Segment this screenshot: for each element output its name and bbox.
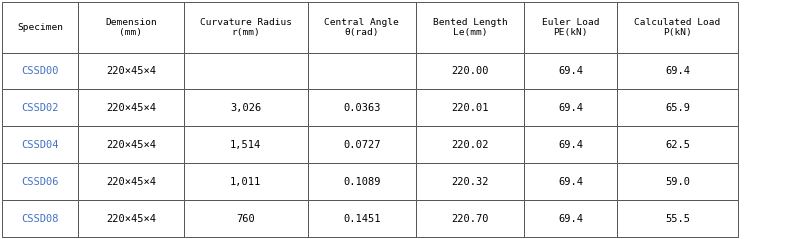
Text: 0.0727: 0.0727 (343, 140, 381, 150)
Text: CSSD06: CSSD06 (21, 177, 59, 187)
Bar (78, 200, 184, 237)
Bar (184, 200, 308, 237)
Bar (524, 126, 617, 163)
Text: 65.9: 65.9 (665, 103, 690, 113)
Text: 55.5: 55.5 (665, 214, 690, 223)
Text: 1,514: 1,514 (230, 140, 262, 150)
Text: 220×45×4: 220×45×4 (106, 66, 156, 76)
Text: 69.4: 69.4 (558, 140, 583, 150)
Bar (308, 2, 416, 53)
Text: 3,026: 3,026 (230, 103, 262, 113)
Text: 0.1451: 0.1451 (343, 214, 381, 223)
Bar (617, 89, 738, 126)
Bar (308, 200, 416, 237)
Bar (2, 53, 78, 89)
Text: Euler Load
PE(kN): Euler Load PE(kN) (541, 17, 599, 37)
Bar (2, 163, 78, 200)
Bar (524, 200, 617, 237)
Text: 62.5: 62.5 (665, 140, 690, 150)
Bar (308, 163, 416, 200)
Text: 220×45×4: 220×45×4 (106, 177, 156, 187)
Text: 220.32: 220.32 (452, 177, 489, 187)
Text: Specimen: Specimen (17, 23, 63, 32)
Bar (2, 89, 78, 126)
Bar (524, 53, 617, 89)
Text: CSSD04: CSSD04 (21, 140, 59, 150)
Text: Demension
(mm): Demension (mm) (105, 17, 157, 37)
Bar (184, 163, 308, 200)
Text: 220.00: 220.00 (452, 66, 489, 76)
Text: 69.4: 69.4 (665, 66, 690, 76)
Text: 760: 760 (236, 214, 255, 223)
Text: 0.0363: 0.0363 (343, 103, 381, 113)
Text: Bented Length
Le(mm): Bented Length Le(mm) (433, 17, 507, 37)
Text: Central Angle
θ(rad): Central Angle θ(rad) (325, 17, 400, 37)
Text: CSSD02: CSSD02 (21, 103, 59, 113)
Bar (2, 2, 78, 53)
Bar (78, 2, 184, 53)
Text: 220.02: 220.02 (452, 140, 489, 150)
Text: Curvature Radius
r(mm): Curvature Radius r(mm) (200, 17, 292, 37)
Bar (524, 89, 617, 126)
Bar (2, 126, 78, 163)
Bar (184, 126, 308, 163)
Bar (617, 2, 738, 53)
Bar (184, 89, 308, 126)
Bar (308, 89, 416, 126)
Text: 59.0: 59.0 (665, 177, 690, 187)
Bar (617, 126, 738, 163)
Bar (416, 2, 524, 53)
Bar (78, 126, 184, 163)
Text: 220.70: 220.70 (452, 214, 489, 223)
Bar (2, 200, 78, 237)
Bar (78, 89, 184, 126)
Text: 220.01: 220.01 (452, 103, 489, 113)
Bar (416, 163, 524, 200)
Bar (416, 89, 524, 126)
Text: 220×45×4: 220×45×4 (106, 214, 156, 223)
Text: 69.4: 69.4 (558, 177, 583, 187)
Bar (308, 53, 416, 89)
Bar (617, 163, 738, 200)
Text: 1,011: 1,011 (230, 177, 262, 187)
Bar (416, 200, 524, 237)
Bar (524, 2, 617, 53)
Bar (524, 163, 617, 200)
Text: 0.1089: 0.1089 (343, 177, 381, 187)
Text: 220×45×4: 220×45×4 (106, 103, 156, 113)
Bar (78, 53, 184, 89)
Bar (416, 53, 524, 89)
Bar (617, 53, 738, 89)
Bar (184, 53, 308, 89)
Text: 220×45×4: 220×45×4 (106, 140, 156, 150)
Bar (308, 126, 416, 163)
Bar (78, 163, 184, 200)
Text: Calculated Load
P(kN): Calculated Load P(kN) (634, 17, 720, 37)
Text: 69.4: 69.4 (558, 66, 583, 76)
Text: CSSD08: CSSD08 (21, 214, 59, 223)
Bar (184, 2, 308, 53)
Text: CSSD00: CSSD00 (21, 66, 59, 76)
Bar (416, 126, 524, 163)
Text: 69.4: 69.4 (558, 103, 583, 113)
Text: 69.4: 69.4 (558, 214, 583, 223)
Bar (617, 200, 738, 237)
